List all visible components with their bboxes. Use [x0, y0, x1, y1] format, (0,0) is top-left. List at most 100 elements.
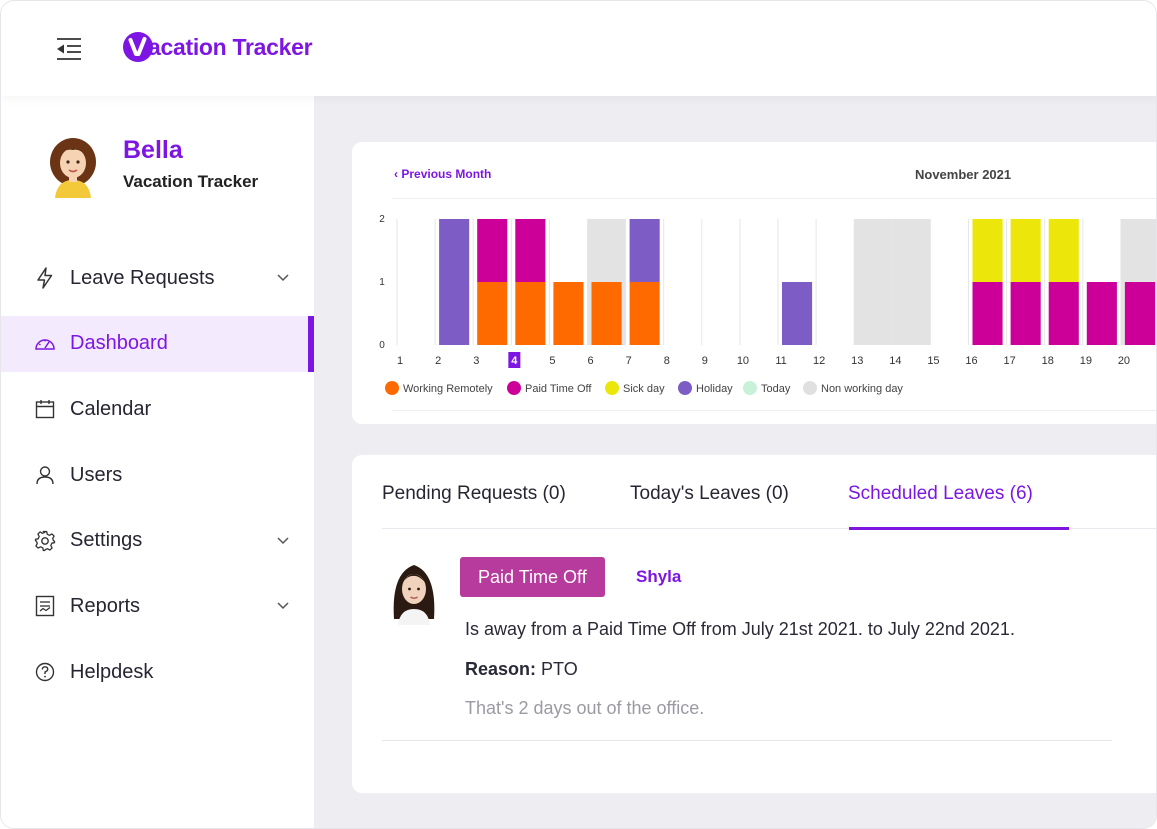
dashboard-gauge-icon: [34, 333, 56, 355]
legend-swatch: [605, 381, 619, 395]
brand-name: acation Tracker: [148, 33, 313, 60]
avatar: [43, 136, 103, 198]
sidebar-item-dashboard[interactable]: Dashboard: [1, 315, 314, 372]
divider: [382, 740, 1112, 741]
employee-name-link[interactable]: Shyla: [636, 567, 682, 586]
bar-segment: [1124, 282, 1155, 345]
y-tick-label: 2: [379, 214, 385, 225]
leave-type-badge[interactable]: Paid Time Off: [460, 557, 605, 597]
sidebar-nav: Leave Requests Dashboard Calendar: [1, 250, 314, 710]
top-bar: acation Tracker: [1, 1, 1156, 96]
x-tick-label: 2: [435, 355, 441, 367]
leaves-card: Pending Requests (0) Today's Leaves (0) …: [352, 455, 1156, 793]
sidebar-item-label: Leave Requests: [70, 266, 215, 289]
x-tick-label: 7: [626, 355, 632, 367]
sidebar-item-label: Calendar: [70, 397, 152, 420]
divider: [392, 410, 1156, 411]
chevron-left-icon: ‹: [394, 167, 398, 181]
tab-todays-leaves[interactable]: Today's Leaves (0): [630, 483, 789, 504]
bar-segment: [972, 282, 1003, 345]
legend-swatch: [385, 381, 399, 395]
x-tick-label: 12: [813, 355, 825, 367]
leave-reason: Reason: PTO: [465, 659, 578, 680]
x-tick-label: 3: [473, 355, 479, 367]
tab-pending-requests[interactable]: Pending Requests (0): [382, 483, 566, 504]
bar-segment: [439, 219, 470, 345]
x-tick-label: 5: [549, 355, 555, 367]
legend-swatch: [803, 381, 817, 395]
month-title: November 2021: [915, 167, 1012, 182]
sidebar-item-label: Users: [70, 463, 123, 486]
bar-segment: [972, 219, 1003, 282]
chevron-down-icon[interactable]: [276, 533, 290, 547]
sidebar-item-leave-requests[interactable]: Leave Requests: [1, 250, 314, 306]
x-tick-label: 16: [965, 355, 977, 367]
x-tick-label: 14: [889, 355, 901, 367]
report-icon: [34, 595, 56, 617]
reason-value: PTO: [541, 659, 578, 679]
previous-month-link[interactable]: ‹ Previous Month: [394, 167, 491, 181]
bar-segment: [629, 219, 660, 282]
sidebar-item-users[interactable]: Users: [1, 447, 314, 503]
bar-segment: [477, 282, 508, 345]
x-tick-label: 15: [927, 355, 939, 367]
collapse-menu-icon[interactable]: [55, 36, 83, 62]
gear-icon: [34, 530, 56, 552]
x-tick-label: 19: [1080, 355, 1092, 367]
bar-segment: [629, 282, 660, 345]
bar-segment: [1010, 219, 1041, 282]
calendar-icon: [34, 398, 56, 420]
leave-duration: That's 2 days out of the office.: [465, 698, 705, 718]
sidebar-item-helpdesk[interactable]: Helpdesk: [1, 644, 314, 700]
bar-segment: [553, 282, 584, 345]
legend-swatch: [678, 381, 692, 395]
x-tick-label: 4: [511, 355, 518, 367]
user-icon: [34, 464, 56, 486]
sidebar: Bella Vacation Tracker Leave Requests Da…: [1, 96, 314, 828]
bar-segment: [1086, 282, 1117, 345]
x-tick-label: 9: [702, 355, 708, 367]
x-tick-label: 6: [587, 355, 593, 367]
y-tick-label: 0: [379, 340, 385, 351]
x-tick-label: 13: [851, 355, 863, 367]
brand-mark-icon: [123, 32, 153, 62]
sidebar-item-label: Settings: [70, 529, 143, 552]
sidebar-item-reports[interactable]: Reports: [1, 578, 314, 634]
sidebar-item-settings[interactable]: Settings: [1, 513, 314, 569]
bar-segment: [477, 219, 508, 282]
active-tab-indicator: [849, 527, 1069, 530]
chevron-down-icon[interactable]: [276, 598, 290, 612]
avatar: [388, 559, 440, 625]
tab-scheduled-leaves[interactable]: Scheduled Leaves (6): [848, 483, 1033, 504]
x-tick-label: 20: [1118, 355, 1130, 367]
y-tick-label: 1: [379, 277, 385, 288]
bar-segment: [515, 282, 546, 345]
leave-description: Is away from a Paid Time Off from July 2…: [465, 619, 1015, 639]
brand-logo[interactable]: acation Tracker: [122, 31, 313, 63]
chevron-down-icon[interactable]: [276, 270, 290, 284]
legend-label: Holiday: [696, 383, 733, 395]
legend-label: Non working day: [821, 383, 903, 395]
sidebar-item-calendar[interactable]: Calendar: [1, 381, 314, 437]
profile-subtitle: Vacation Tracker: [123, 172, 259, 191]
bar-segment: [515, 219, 546, 282]
bar-segment: [1048, 219, 1079, 282]
divider: [392, 198, 1156, 199]
reason-label: Reason:: [465, 659, 537, 679]
non-working-day-band: [892, 219, 931, 345]
x-tick-label: 10: [737, 355, 749, 367]
legend-swatch: [743, 381, 757, 395]
x-tick-label: 8: [664, 355, 670, 367]
user-profile[interactable]: Bella Vacation Tracker: [43, 136, 303, 200]
today-highlight: [508, 352, 521, 368]
legend-label: Paid Time Off: [525, 383, 592, 395]
leave-tabs: Pending Requests (0) Today's Leaves (0) …: [382, 455, 1156, 530]
bar-segment: [1010, 282, 1041, 345]
legend-label: Working Remotely: [403, 383, 493, 395]
x-tick-label: 17: [1004, 355, 1016, 367]
x-tick-label: 18: [1042, 355, 1054, 367]
